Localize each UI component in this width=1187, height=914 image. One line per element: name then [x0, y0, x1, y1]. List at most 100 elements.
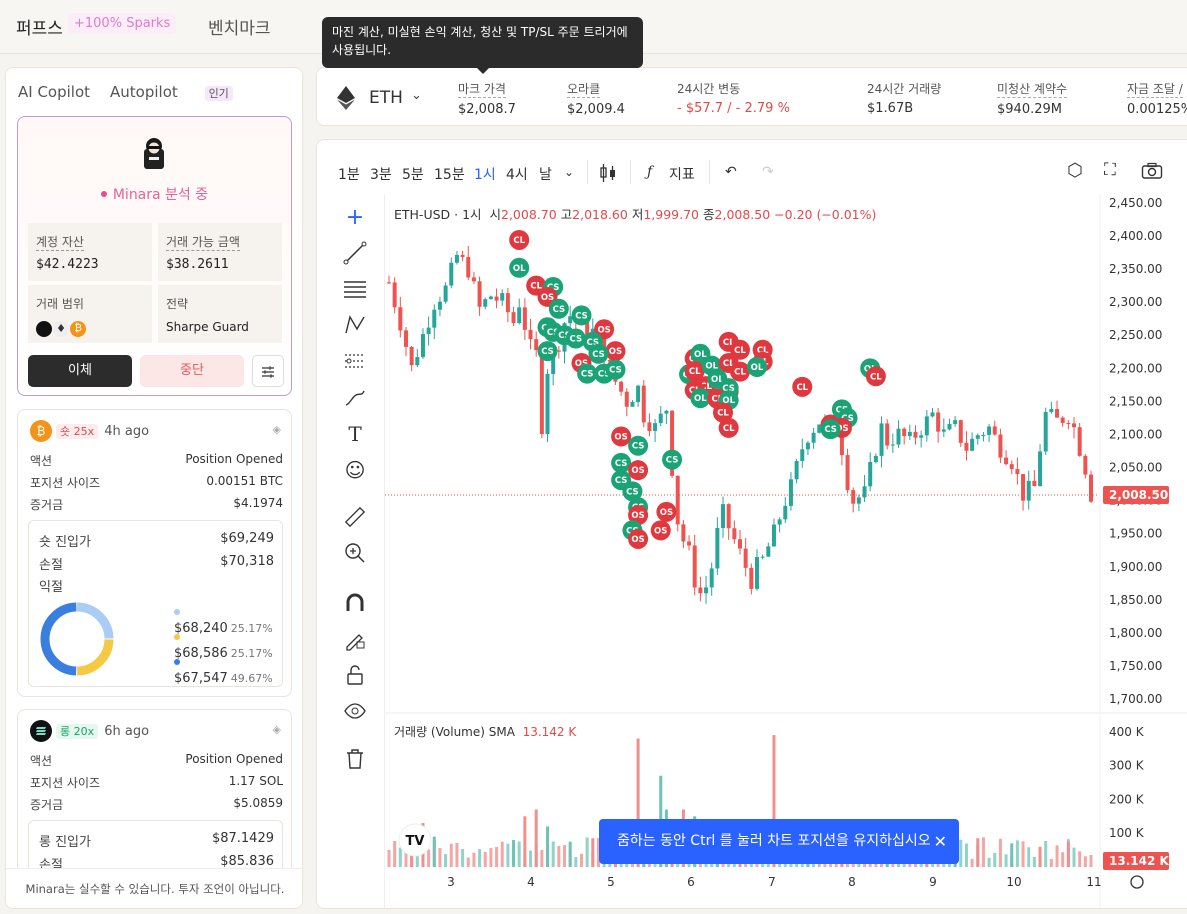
ruler-icon[interactable] — [342, 505, 368, 531]
open-interest-label[interactable]: 미청산 계약수 — [997, 82, 1068, 98]
stop-button[interactable]: 중단 — [140, 355, 244, 387]
side-badge: 롱 20x — [56, 723, 99, 739]
volume-tag — [1103, 852, 1169, 870]
candle-body — [851, 490, 856, 504]
fib-lines-icon[interactable] — [342, 277, 368, 303]
action-value: Position Opened — [185, 752, 283, 766]
trash-icon[interactable] — [342, 747, 368, 773]
hide-icon[interactable] — [342, 699, 368, 725]
change-value: −0.20 (−0.01%) — [774, 207, 877, 222]
volume-bar — [398, 847, 402, 867]
indicators-fx-icon[interactable]: ƒ — [647, 164, 653, 180]
ticker-24h-change: 24시간 변동 - $57.7 / - 2.79 % — [677, 78, 790, 116]
prediction-icon[interactable] — [342, 349, 368, 375]
signal-marker — [713, 402, 734, 423]
settings-gear-icon[interactable]: ⬡ — [1067, 160, 1083, 181]
side-badge: 숏 25x — [56, 423, 99, 439]
volume-bar — [500, 841, 504, 867]
volume-value: $1.67B — [867, 101, 914, 116]
candle-body — [1004, 457, 1009, 465]
interval-1m[interactable]: 1분 — [338, 167, 360, 183]
funding-label[interactable]: 자금 조달 / — [1127, 82, 1183, 98]
brush-icon[interactable] — [342, 385, 368, 411]
nav-perps[interactable]: 퍼프스 — [16, 19, 63, 39]
tradingview-logo — [398, 823, 432, 857]
position-header: 롱 20x 6h ago — [30, 720, 149, 742]
signal-label: CL — [689, 367, 701, 377]
chart-ohlc-legend: ETH-USD · 1시 시2,008.70 고2,018.60 저1,999.… — [394, 204, 876, 223]
pin-icon[interactable]: ◈ — [272, 423, 281, 436]
undo-icon[interactable]: ↶ — [725, 164, 737, 180]
candle-body — [902, 428, 907, 437]
text-tool-icon[interactable]: T — [348, 422, 362, 446]
volume-bar — [557, 846, 561, 867]
pin-icon[interactable]: ◈ — [272, 723, 281, 736]
price-chart[interactable]: 2,450.00 2,400.00 2,350.00 2,300.00 2,250.00… — [385, 195, 1187, 909]
price-axis-label: 2,250.00 — [1109, 328, 1162, 342]
candle-body — [964, 442, 969, 451]
settings-sliders-icon[interactable] — [252, 355, 284, 387]
chevron-down-icon[interactable]: ⌄ — [411, 88, 422, 103]
volume-bar — [472, 852, 476, 867]
candle-body — [1077, 427, 1082, 456]
mark-price-tooltip: 마진 계산, 미실현 손익 계산, 청산 및 TP/SL 주문 트리거에 사용됩… — [322, 17, 643, 74]
fullscreen-icon[interactable]: ⛶ — [1104, 160, 1116, 180]
candle-type-icon[interactable] — [599, 163, 617, 183]
candle-body — [658, 413, 663, 424]
interval-5m[interactable]: 5분 — [402, 167, 424, 183]
signal-marker — [605, 359, 626, 380]
disclaimer: Minara는 실수할 수 있습니다. 투자 조언이 아닙니다. — [6, 868, 302, 908]
strategy: 전략 Sharpe Guard — [158, 285, 282, 343]
signal-label: CL — [796, 383, 808, 393]
signal-label: CS — [626, 487, 639, 497]
redo-icon[interactable]: ↷ — [762, 164, 774, 180]
signal-label: OS — [835, 424, 848, 434]
interval-1d[interactable]: 날 — [539, 167, 552, 183]
interval-1h[interactable]: 1시 — [474, 167, 496, 183]
interval-3m[interactable]: 3분 — [370, 167, 392, 183]
close-icon[interactable]: ✕ — [933, 832, 947, 851]
interval-4h[interactable]: 4시 — [506, 167, 528, 183]
tp1-pct: 25.17% — [230, 622, 273, 635]
tp1-price: $68,240 — [174, 621, 228, 636]
candle-body — [1072, 423, 1077, 428]
signal-label: OS — [654, 526, 667, 536]
close-value: 2,008.50 — [714, 207, 771, 222]
candle-body — [732, 528, 737, 540]
candle-body — [992, 426, 997, 435]
candle-body — [1009, 464, 1014, 470]
tab-ai-copilot[interactable]: AI Copilot — [18, 83, 91, 101]
symbol-selector[interactable]: ETH — [369, 88, 403, 108]
signal-label: CL — [723, 424, 735, 434]
indicators-button[interactable]: 지표 — [669, 167, 695, 183]
emoji-icon[interactable]: ☺ — [344, 458, 366, 482]
tab-autopilot[interactable]: Autopilot 인기 — [110, 83, 253, 101]
volume-bar — [546, 826, 550, 867]
signal-label: OS — [631, 511, 644, 521]
signal-label: CL — [734, 368, 746, 378]
nav-benchmark[interactable]: 벤치마크 — [208, 19, 271, 39]
signal-marker — [690, 388, 711, 409]
tp3-pct: 49.67% — [230, 672, 273, 685]
oracle-value: $2,009.4 — [567, 102, 625, 117]
time-axis-label: 11 — [1086, 875, 1101, 889]
magnet-icon[interactable] — [342, 591, 368, 617]
crosshair-icon[interactable]: + — [345, 205, 365, 230]
entry-value: $87.1429 — [211, 831, 274, 846]
candle-body — [539, 350, 544, 434]
screenshot-camera-icon[interactable] — [1141, 162, 1163, 180]
oracle-label[interactable]: 오라클 — [567, 82, 601, 98]
pattern-icon[interactable] — [342, 313, 368, 339]
stat-grid: 계정 자산 $42.4223 거래 가능 금액 $38.2611 거래 범위 ♦… — [28, 223, 282, 343]
lock-icon[interactable] — [342, 663, 368, 689]
chevron-down-icon[interactable]: ⌄ — [564, 165, 575, 179]
interval-15m[interactable]: 15분 — [434, 167, 465, 183]
trendline-icon[interactable] — [342, 241, 368, 267]
transfer-button[interactable]: 이체 — [28, 355, 132, 387]
signal-marker — [628, 460, 649, 481]
candle-body — [528, 329, 533, 340]
zoom-in-icon[interactable] — [342, 541, 368, 567]
volume-legend: 거래량 (Volume) SMA 13.142 K — [394, 723, 576, 740]
lock-drawing-icon[interactable] — [342, 627, 368, 653]
mark-price-label[interactable]: 마크 가격 — [458, 82, 506, 98]
